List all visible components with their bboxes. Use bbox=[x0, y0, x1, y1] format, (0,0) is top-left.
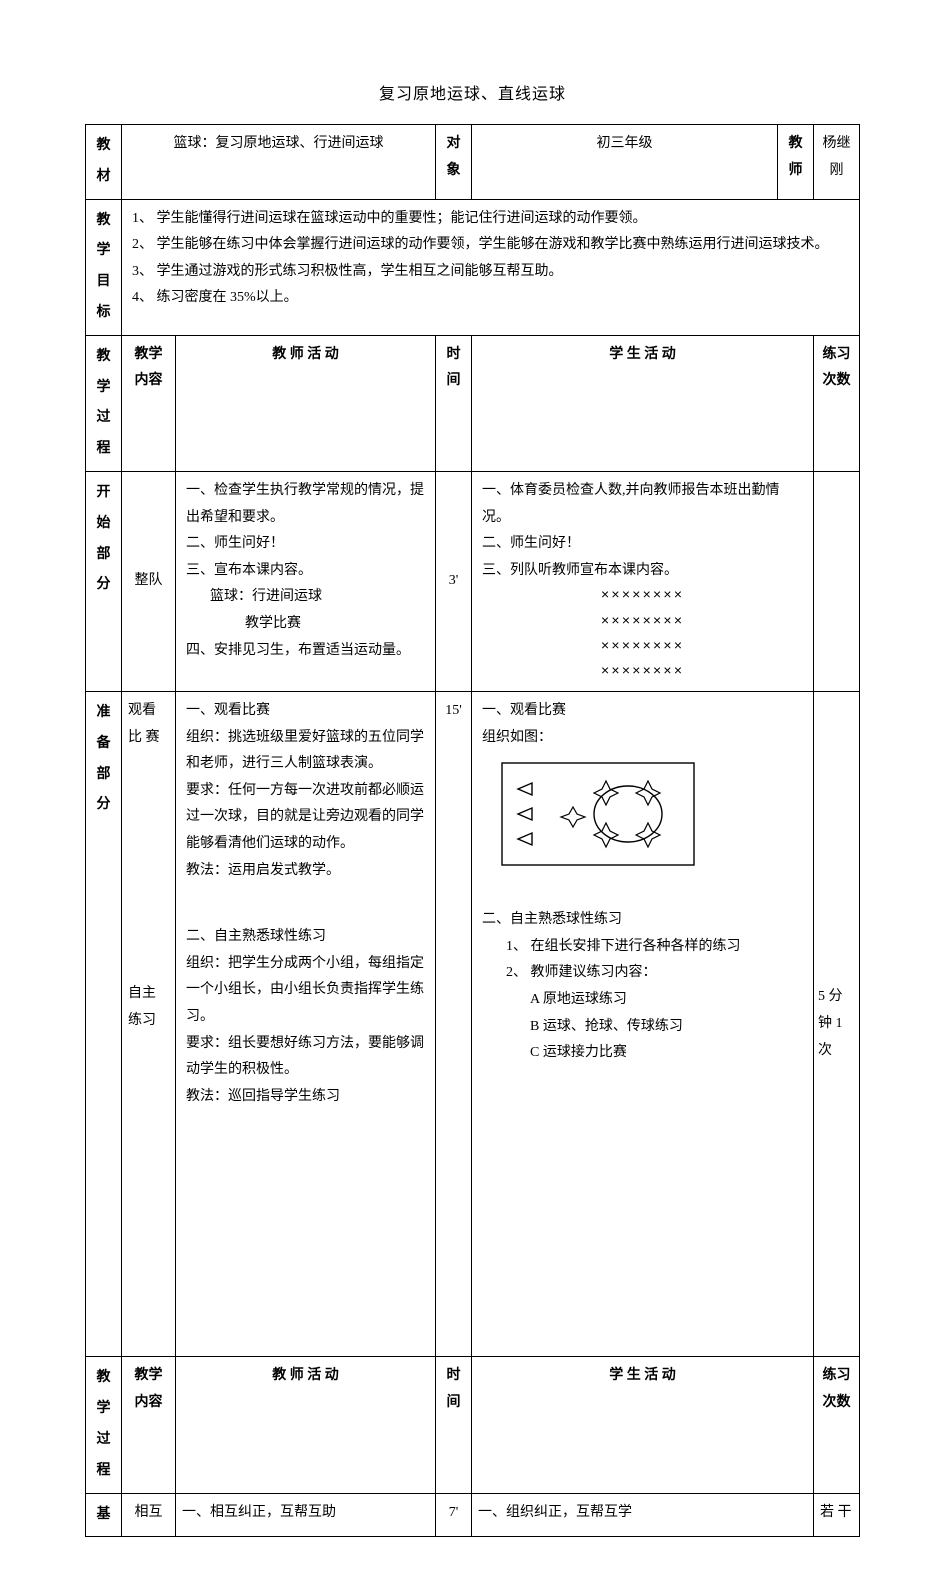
base-student: 一、组织纠正，互帮互学 bbox=[472, 1493, 814, 1537]
table-row: 教学目标 1、 学生能懂得行进间运球在篮球运动中的重要性；能记住行进间运球的动作… bbox=[86, 199, 860, 335]
col-student: 学 生 活 动 bbox=[472, 335, 814, 471]
col-time: 时间 bbox=[436, 335, 472, 471]
text-line: 一、观看比赛 bbox=[182, 698, 429, 725]
col-neirong: 教学内容 bbox=[122, 335, 176, 471]
duixiang-value: 初三年级 bbox=[472, 125, 778, 200]
base-count: 若 干 bbox=[814, 1493, 860, 1537]
formation-line: ×××××××× bbox=[478, 660, 807, 685]
text-line: 2、 教师建议练习内容： bbox=[478, 960, 807, 987]
text-line: 要求：任何一方每一次进攻前都必顺运过一次球，目的就是让旁边观看的同学能够看清他们… bbox=[182, 778, 429, 858]
text-line: 教法：巡回指导学生练习 bbox=[182, 1084, 429, 1111]
text-line: A 原地运球练习 bbox=[478, 987, 807, 1014]
text-line: 二、自主熟悉球性练习 bbox=[478, 907, 807, 934]
text-line: 四、安排见习生，布置适当运动量。 bbox=[182, 638, 429, 665]
jiaoshi-label: 教师 bbox=[778, 125, 814, 200]
text-line: 自主练习 bbox=[128, 981, 169, 1034]
col-neirong: 教学内容 bbox=[122, 1357, 176, 1493]
objective-item: 2、 学生能够在练习中体会掌握行进间运球的动作要领，学生能够在游戏和教学比赛中熟… bbox=[128, 232, 853, 259]
col-guocheng: 教学过程 bbox=[86, 335, 122, 471]
text-line: 三、列队听教师宣布本课内容。 bbox=[478, 558, 807, 585]
text-line: 教学比赛 bbox=[182, 611, 429, 638]
text-line: B 运球、抢球、传球练习 bbox=[478, 1014, 807, 1041]
text-line: 一、观看比赛 bbox=[478, 698, 807, 725]
table-row: 准备部分 观看比 赛 自主练习 一、观看比赛 组织：挑选班级里爱好篮球的五位同学… bbox=[86, 692, 860, 1357]
text-line: 观看比 赛 bbox=[128, 698, 169, 751]
duixiang-label: 对象 bbox=[436, 125, 472, 200]
prep-student: 一、观看比赛 组织如图： bbox=[472, 692, 814, 1357]
text-line: 一、检查学生执行教学常规的情况，提出希望和要求。 bbox=[182, 478, 429, 531]
page-title: 复习原地运球、直线运球 bbox=[85, 80, 860, 104]
mubiao-label: 教学目标 bbox=[86, 199, 122, 335]
section-prep: 准备部分 bbox=[86, 692, 122, 1357]
start-time: 3' bbox=[436, 471, 472, 691]
col-count: 练习次数 bbox=[814, 1357, 860, 1493]
table-row: 开始部分 整队 一、检查学生执行教学常规的情况，提出希望和要求。 二、师生问好！… bbox=[86, 471, 860, 691]
lesson-plan-table: 教材 篮球：复习原地运球、行进间运球 对象 初三年级 教师 杨继刚 教学目标 1… bbox=[85, 124, 860, 1537]
col-count: 练习次数 bbox=[814, 335, 860, 471]
objective-item: 3、 学生通过游戏的形式练习积极性高，学生相互之间能够互帮互助。 bbox=[128, 259, 853, 286]
text-line: 组织：挑选班级里爱好篮球的五位同学和老师，进行三人制篮球表演。 bbox=[182, 725, 429, 778]
objective-item: 4、 练习密度在 35%以上。 bbox=[128, 285, 853, 312]
text-line: 组织如图： bbox=[478, 725, 807, 752]
text-line: 1、 在组长安排下进行各种各样的练习 bbox=[478, 934, 807, 961]
table-row: 基 相互 一、相互纠正，互帮互助 7' 一、组织纠正，互帮互学 若 干 bbox=[86, 1493, 860, 1537]
jiaocai-value: 篮球：复习原地运球、行进间运球 bbox=[122, 125, 436, 200]
text-line: 一、体育委员检查人数,并向教师报告本班出勤情况。 bbox=[478, 478, 807, 531]
formation-line: ×××××××× bbox=[478, 584, 807, 609]
col-student: 学 生 活 动 bbox=[472, 1357, 814, 1493]
text-line: 二、自主熟悉球性练习 bbox=[182, 924, 429, 951]
prep-content: 观看比 赛 自主练习 bbox=[122, 692, 176, 1357]
court-diagram bbox=[498, 759, 807, 869]
text-line: 二、师生问好！ bbox=[478, 531, 807, 558]
formation-line: ×××××××× bbox=[478, 635, 807, 660]
start-content: 整队 bbox=[122, 471, 176, 691]
text-line: 篮球：行进间运球 bbox=[182, 584, 429, 611]
start-student: 一、体育委员检查人数,并向教师报告本班出勤情况。 二、师生问好！ 三、列队听教师… bbox=[472, 471, 814, 691]
mubiao-cell: 1、 学生能懂得行进间运球在篮球运动中的重要性；能记住行进间运球的动作要领。 2… bbox=[122, 199, 860, 335]
prep-teacher: 一、观看比赛 组织：挑选班级里爱好篮球的五位同学和老师，进行三人制篮球表演。 要… bbox=[176, 692, 436, 1357]
base-content: 相互 bbox=[122, 1493, 176, 1537]
col-time: 时间 bbox=[436, 1357, 472, 1493]
formation-line: ×××××××× bbox=[478, 610, 807, 635]
col-guocheng: 教学过程 bbox=[86, 1357, 122, 1493]
text-line: 二、师生问好！ bbox=[182, 531, 429, 558]
prep-time: 15' bbox=[436, 692, 472, 1357]
section-base: 基 bbox=[86, 1493, 122, 1537]
text-line: 三、宣布本课内容。 bbox=[182, 558, 429, 585]
prep-count: 5 分钟 1次 bbox=[814, 692, 860, 1357]
table-row: 教材 篮球：复习原地运球、行进间运球 对象 初三年级 教师 杨继刚 bbox=[86, 125, 860, 200]
col-teacher: 教 师 活 动 bbox=[176, 335, 436, 471]
base-teacher: 一、相互纠正，互帮互助 bbox=[176, 1493, 436, 1537]
text-line: C 运球接力比赛 bbox=[478, 1040, 807, 1067]
jiaocai-label: 教材 bbox=[86, 125, 122, 200]
table-row: 教学过程 教学内容 教 师 活 动 时间 学 生 活 动 练习次数 bbox=[86, 1357, 860, 1493]
start-teacher: 一、检查学生执行教学常规的情况，提出希望和要求。 二、师生问好！ 三、宣布本课内… bbox=[176, 471, 436, 691]
objective-item: 1、 学生能懂得行进间运球在篮球运动中的重要性；能记住行进间运球的动作要领。 bbox=[128, 206, 853, 233]
text-line: 教法：运用启发式教学。 bbox=[182, 858, 429, 885]
jiaoshi-value: 杨继刚 bbox=[814, 125, 860, 200]
text-line: 组织：把学生分成两个小组，每组指定一个小组长，由小组长负责指挥学生练习。 bbox=[182, 951, 429, 1031]
base-time: 7' bbox=[436, 1493, 472, 1537]
table-row: 教学过程 教学内容 教 师 活 动 时间 学 生 活 动 练习次数 bbox=[86, 335, 860, 471]
text-line: 要求：组长要想好练习方法，要能够调动学生的积极性。 bbox=[182, 1031, 429, 1084]
start-count bbox=[814, 471, 860, 691]
section-start: 开始部分 bbox=[86, 471, 122, 691]
col-teacher: 教 师 活 动 bbox=[176, 1357, 436, 1493]
